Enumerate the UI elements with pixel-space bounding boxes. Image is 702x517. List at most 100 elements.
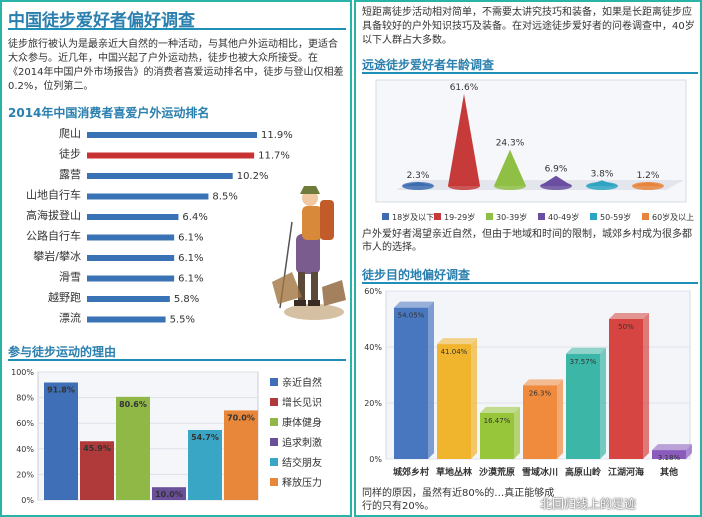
destination-bar-side bbox=[514, 406, 520, 459]
rank-bar bbox=[87, 316, 166, 323]
destination-category-label: 其他 bbox=[660, 466, 678, 478]
reasons-legend-label: 康体健身 bbox=[282, 416, 322, 429]
destination-bar-top bbox=[609, 313, 649, 319]
age-legend-label: 19-29岁 bbox=[444, 212, 475, 222]
age-cone-base bbox=[632, 182, 664, 190]
age-legend-label: 50-59岁 bbox=[600, 212, 631, 222]
rank-value-label: 6.1% bbox=[178, 233, 203, 244]
age-survey-chart: 2.3% 61.6% 24.3% 6.9% 3.8% 1.2% 18岁及以下 19-29岁 30… bbox=[375, 79, 694, 222]
reasons-y-tick: 20% bbox=[16, 470, 34, 479]
reasons-legend-label: 结交朋友 bbox=[282, 456, 322, 469]
age-legend-label: 40-49岁 bbox=[548, 212, 579, 222]
reasons-y-tick: 40% bbox=[16, 445, 34, 454]
reasons-value-label: 45.9% bbox=[83, 444, 111, 453]
destination-bar-top bbox=[566, 347, 606, 354]
destination-bar bbox=[609, 319, 643, 459]
age-cone-base bbox=[448, 182, 480, 190]
destination-bar-top bbox=[523, 379, 563, 386]
reasons-bar bbox=[224, 410, 258, 500]
rank-value-label: 6.1% bbox=[178, 253, 203, 264]
reasons-bar bbox=[152, 487, 186, 500]
reasons-y-tick: 60% bbox=[16, 419, 34, 428]
destination-preference-chart: 0% 20% 40% 60% 54.05% 城郊乡村 41.04% 草地丛林 16.47% 沙漠荒… bbox=[364, 287, 692, 478]
destination-value-label: 16.47% bbox=[484, 417, 511, 425]
reasons-bar bbox=[80, 441, 114, 500]
reasons-legend-label: 增长见识 bbox=[282, 396, 322, 409]
mid-text: 户外爱好者渴望亲近自然，但由于地域和时间的限制，城郊乡村成为很多都市人的选择。 bbox=[362, 229, 692, 253]
reasons-y-tick: 0% bbox=[21, 496, 34, 505]
age-value-label: 24.3% bbox=[496, 139, 525, 149]
page-title: 中国徒步爱好者偏好调查 bbox=[8, 11, 195, 31]
destination-category-label: 沙漠荒原 bbox=[479, 466, 515, 478]
destination-category-label: 草地丛林 bbox=[436, 466, 473, 478]
hiker-illustration bbox=[272, 186, 346, 320]
right-intro-text: 短距离徒步活动相对简单，不需要太讲究技巧和装备，如果是长距离徒步应具备较好的户外… bbox=[362, 7, 695, 46]
rank-value-label: 5.8% bbox=[174, 294, 199, 305]
rank-bar bbox=[87, 255, 175, 261]
destination-y-tick: 40% bbox=[364, 343, 382, 352]
rank-category-label: 公路自行车 bbox=[26, 229, 81, 243]
age-value-label: 1.2% bbox=[637, 171, 660, 181]
destination-category-label: 城郊乡村 bbox=[393, 466, 429, 478]
rank-category-label: 越野跑 bbox=[48, 290, 81, 304]
reasons-legend-label: 亲近自然 bbox=[282, 376, 322, 389]
destination-y-tick: 60% bbox=[364, 287, 382, 296]
destination-bar-side bbox=[471, 338, 477, 459]
age-underline bbox=[362, 72, 698, 74]
destination-y-tick: 0% bbox=[369, 455, 382, 464]
reasons-value-label: 10.0% bbox=[155, 490, 183, 499]
destination-bar-side bbox=[686, 444, 692, 459]
destination-bar bbox=[437, 344, 471, 459]
age-cone bbox=[494, 149, 526, 186]
age-legend-label: 18岁及以下 bbox=[392, 212, 434, 222]
age-value-label: 6.9% bbox=[545, 165, 568, 175]
destination-bar-top bbox=[394, 301, 434, 308]
rank-bar bbox=[87, 132, 257, 138]
rank-bar bbox=[87, 296, 170, 302]
destination-bar-top bbox=[652, 444, 692, 451]
rank-category-label: 徒步 bbox=[59, 147, 81, 161]
left-panel: 中国徒步爱好者偏好调查 徒步旅行被认为是最亲近大自然的一种活动，与其他户外运动相… bbox=[0, 0, 352, 517]
rank-bar bbox=[87, 152, 255, 159]
destination-bar bbox=[566, 353, 600, 459]
age-cone-base bbox=[540, 182, 572, 190]
age-heading: 远途徒步爱好者年龄调查 bbox=[362, 58, 495, 72]
rank-category-label: 攀岩/攀冰 bbox=[33, 249, 81, 263]
intro-text: 徒步旅行被认为是最亲近大自然的一种活动，与其他户外运动相比，更适合大众参与。近几… bbox=[8, 39, 344, 92]
destination-bar bbox=[394, 307, 428, 459]
age-legend-swatch bbox=[486, 213, 493, 220]
rank-value-label: 10.2% bbox=[237, 171, 269, 182]
age-legend-swatch bbox=[590, 213, 597, 220]
age-cone-base bbox=[586, 182, 618, 190]
age-value-label: 2.3% bbox=[407, 171, 430, 181]
reasons-underline bbox=[8, 359, 346, 361]
rank-bar bbox=[87, 234, 175, 241]
destination-value-label: 37.57% bbox=[570, 358, 597, 366]
destination-y-tick: 20% bbox=[364, 399, 382, 408]
age-value-label: 61.6% bbox=[450, 83, 479, 93]
rank-category-label: 露营 bbox=[59, 167, 81, 181]
rank-bar bbox=[87, 173, 233, 179]
reasons-value-label: 80.6% bbox=[119, 400, 147, 409]
destination-value-label: 3.18% bbox=[658, 454, 681, 462]
reasons-y-tick: 80% bbox=[16, 394, 34, 403]
destination-underline bbox=[362, 282, 698, 284]
rank-bar bbox=[87, 214, 179, 220]
reasons-bar bbox=[116, 396, 150, 500]
destination-bar bbox=[480, 412, 514, 459]
watermark-text: 北回归线上的足迹 bbox=[540, 497, 637, 511]
destination-bar-side bbox=[643, 313, 649, 459]
destination-category-label: 江湖河海 bbox=[608, 466, 644, 478]
rank-bar bbox=[87, 193, 209, 200]
rank-category-label: 滑雪 bbox=[59, 271, 81, 284]
rank-value-label: 6.4% bbox=[182, 212, 207, 223]
rank-value-label: 11.9% bbox=[261, 130, 293, 141]
age-legend-swatch bbox=[434, 213, 441, 220]
reasons-heading: 参与徒步运动的理由 bbox=[8, 345, 117, 359]
destination-category-label: 雪域冰川 bbox=[522, 466, 558, 478]
reasons-legend-swatch bbox=[270, 398, 278, 406]
destination-value-label: 50% bbox=[618, 323, 634, 331]
age-cone-base bbox=[494, 182, 526, 190]
destination-heading: 徒步目的地偏好调查 bbox=[362, 268, 471, 282]
age-cone bbox=[448, 94, 480, 186]
